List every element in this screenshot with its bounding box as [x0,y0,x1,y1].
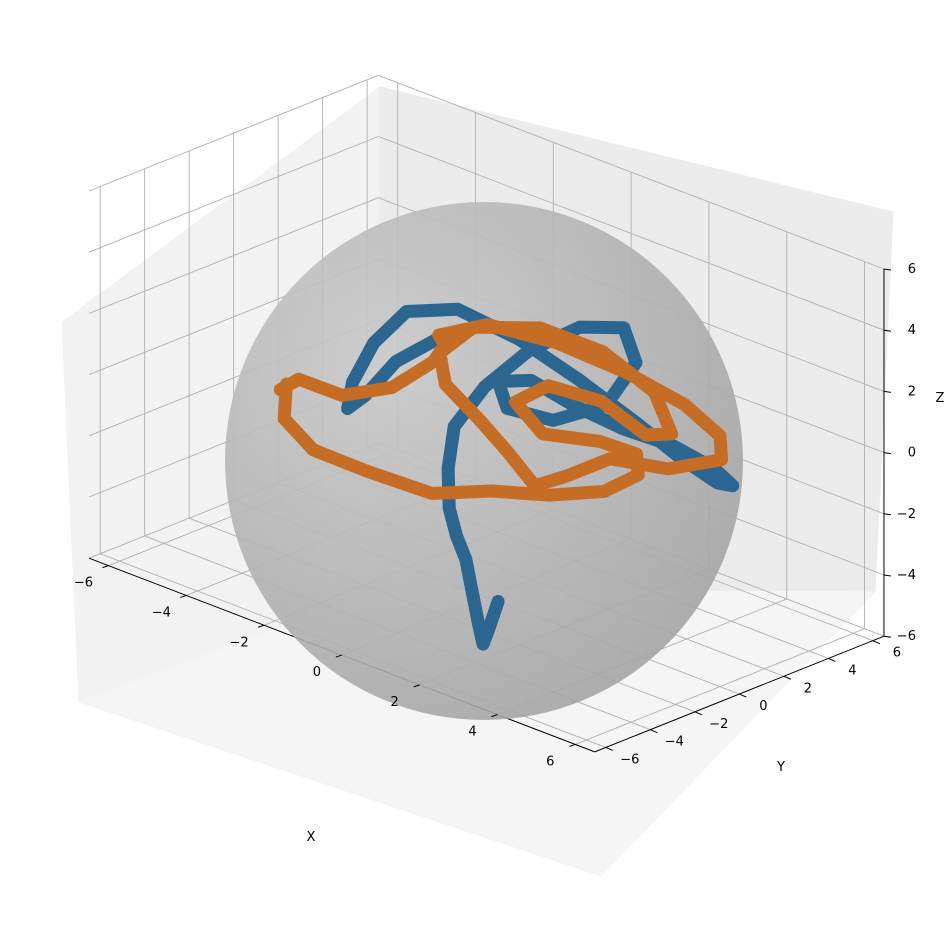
z-tick-label: 0 [908,446,916,461]
z-axis-label: Z [936,391,944,406]
series-1-line [341,302,740,651]
x-tick-label: −6 [74,576,93,591]
z-tick-label: 2 [908,384,916,399]
floor-pane [77,589,877,877]
z-tick [883,390,892,393]
x-tick [257,624,265,628]
grid-line-z-back [378,136,885,331]
z-tick [883,452,892,455]
x-tick-label: −2 [229,635,248,650]
y-tick-label: 2 [804,681,812,696]
tick-marks [102,268,892,751]
x-tick-label: −4 [152,605,171,620]
x-tick [569,743,576,747]
x-tick [413,684,420,688]
grid-line-z-left [88,136,379,253]
y-tick [872,640,881,645]
z-tick [883,635,892,638]
y-tick-label: −2 [709,717,728,732]
z-tick [883,268,892,271]
series-2-line [273,318,729,502]
y-tick-label: 0 [759,699,767,714]
x-tick-label: 0 [313,665,321,680]
x-tick-label: 4 [468,725,476,740]
series-layer [273,302,740,651]
x-tick-label: 2 [391,695,399,710]
y-tick [739,693,747,698]
y-tick-label: −4 [665,735,684,750]
z-tick [883,574,892,577]
y-tick [828,657,836,662]
y-tick [605,746,614,751]
z-tick [883,329,892,332]
x-tick-label: 6 [546,754,554,769]
y-tick [694,711,703,716]
grid-line-z-back [378,74,885,270]
z-tick-label: −4 [897,568,916,583]
grid-line-z-left [88,74,379,192]
x-axis-label: X [307,830,316,845]
x-tick [491,714,498,718]
x-tick [335,654,343,658]
z-tick-label: −6 [897,629,916,644]
y-tick-label: −6 [620,752,639,767]
grid-line-z-left [88,197,379,314]
x-tick [180,594,187,598]
z-tick-label: 6 [908,262,916,277]
y-axis-label: Y [776,760,785,775]
y-tick [650,729,658,734]
z-tick-label: −2 [897,507,916,522]
z-tick-label: 4 [908,323,916,338]
y-tick [783,675,792,680]
z-tick [883,513,892,516]
y-tick-label: 6 [893,646,901,661]
x-tick [102,565,109,569]
y-tick-label: 4 [848,663,856,678]
